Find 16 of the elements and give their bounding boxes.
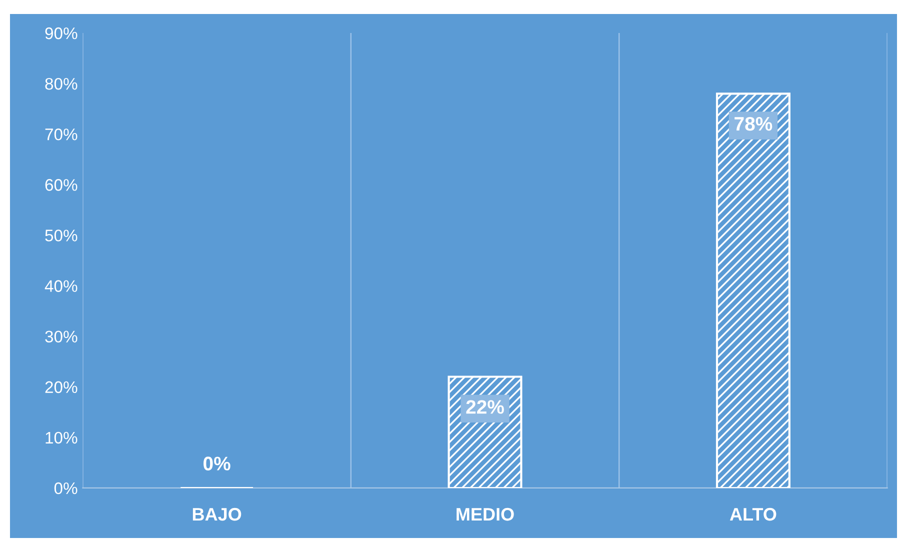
x-tick-label: BAJO xyxy=(192,508,242,521)
y-tick-label: 80% xyxy=(45,78,78,90)
y-tick-label: 90% xyxy=(45,27,78,40)
y-tick-label: 50% xyxy=(45,230,78,242)
x-tick-label: ALTO xyxy=(730,508,776,521)
y-tick-label: 40% xyxy=(44,280,78,292)
data-label: 78% xyxy=(734,116,772,131)
y-tick-label: 0% xyxy=(54,482,78,494)
y-tick-label: 20% xyxy=(45,381,78,394)
x-tick-label: MEDIO xyxy=(456,508,514,521)
data-label: 22% xyxy=(466,400,504,414)
y-tick-label: 60% xyxy=(45,179,78,191)
y-tick-label: 70% xyxy=(45,128,78,140)
data-label: 0% xyxy=(204,456,230,470)
y-tick-label: 10% xyxy=(46,432,78,444)
y-tick-label: 30% xyxy=(45,330,78,343)
